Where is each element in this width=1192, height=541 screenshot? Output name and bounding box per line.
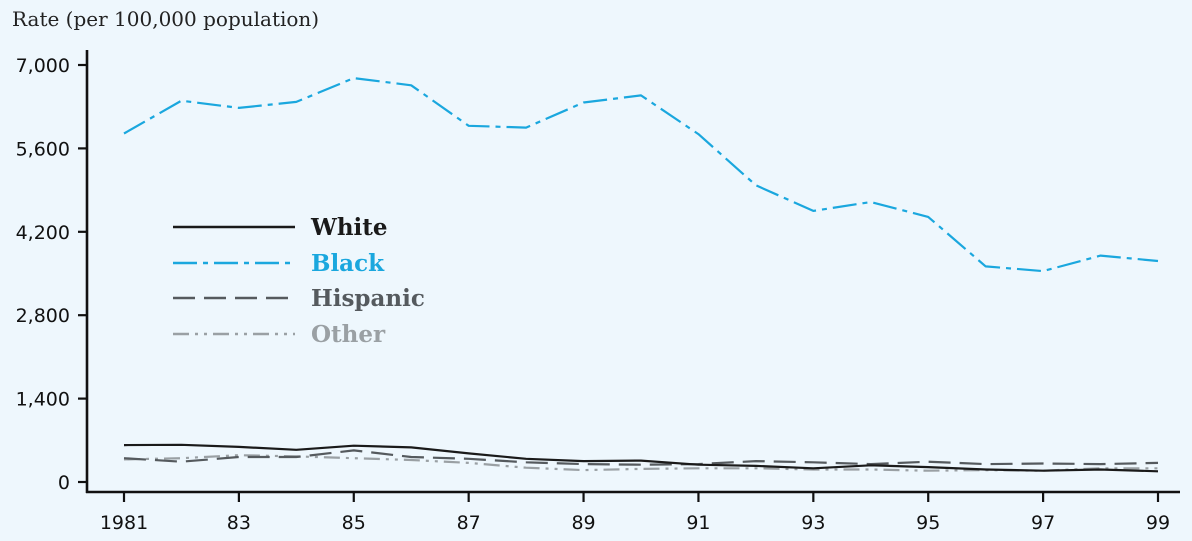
x-tick-label: 99 <box>1146 512 1170 534</box>
x-tick-label: 87 <box>457 512 481 534</box>
series-line-black <box>123 76 1159 273</box>
x-tick-label: 97 <box>1031 512 1055 534</box>
y-tick-label: 1,400 <box>16 389 70 411</box>
y-tick-label: 5,600 <box>16 138 70 160</box>
x-tick-label: 93 <box>801 512 825 534</box>
x-tick-label: 1981 <box>100 512 148 534</box>
x-axis-ticks: 1981 83 85 87 89 91 93 95 97 99 <box>100 492 1170 534</box>
x-tick-label: 83 <box>227 512 251 534</box>
y-tick-label: 7,000 <box>16 55 70 77</box>
y-axis-ticks: 0 1,400 2,800 4,200 5,600 7,000 <box>16 55 87 494</box>
x-tick-label: 85 <box>342 512 366 534</box>
series-lines <box>123 76 1159 473</box>
legend-label-white: White <box>310 214 388 241</box>
series-line-white <box>123 443 1159 473</box>
legend: White Black Hispanic Other <box>173 214 425 348</box>
legend-label-other: Other <box>311 321 386 348</box>
legend-label-black: Black <box>311 250 385 277</box>
x-tick-label: 91 <box>686 512 710 534</box>
y-tick-label: 0 <box>58 472 70 494</box>
y-axis-title: Rate (per 100,000 population) <box>12 7 319 31</box>
series-line-hispanic <box>123 449 1159 466</box>
y-tick-label: 4,200 <box>16 222 70 244</box>
legend-label-hispanic: Hispanic <box>311 285 425 312</box>
x-tick-label: 89 <box>571 512 595 534</box>
y-tick-label: 2,800 <box>16 305 70 327</box>
x-tick-label: 95 <box>916 512 940 534</box>
